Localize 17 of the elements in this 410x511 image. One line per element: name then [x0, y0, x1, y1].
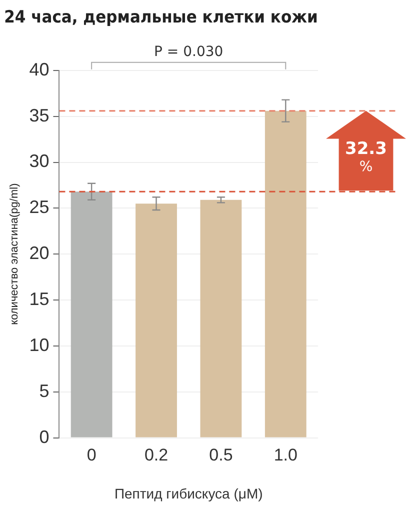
x-tick-label: 0.5	[209, 446, 233, 465]
x-tick-label: 0.2	[144, 446, 168, 465]
y-tick-label: 5	[39, 380, 50, 401]
y-tick-label: 25	[29, 197, 50, 218]
x-tick-label: 1.0	[274, 446, 298, 465]
y-tick-label: 15	[29, 288, 50, 309]
y-tick-label: 40	[29, 59, 50, 80]
y-tick-label: 10	[29, 334, 50, 355]
y-axis-title: количество эластина(pg/ml)	[8, 183, 21, 325]
y-tick-label: 0	[39, 426, 50, 447]
chart-title: 24 часа, дермальные клетки кожи	[4, 6, 318, 27]
y-tick-label: 35	[29, 105, 50, 126]
y-tick-label: 30	[29, 151, 50, 172]
y-tick-label: 20	[29, 243, 50, 264]
x-tick-label: 0	[86, 446, 96, 465]
text: P = 0.030	[154, 44, 224, 60]
x-axis-title: Пептид гибискуса (μM)	[114, 485, 263, 502]
